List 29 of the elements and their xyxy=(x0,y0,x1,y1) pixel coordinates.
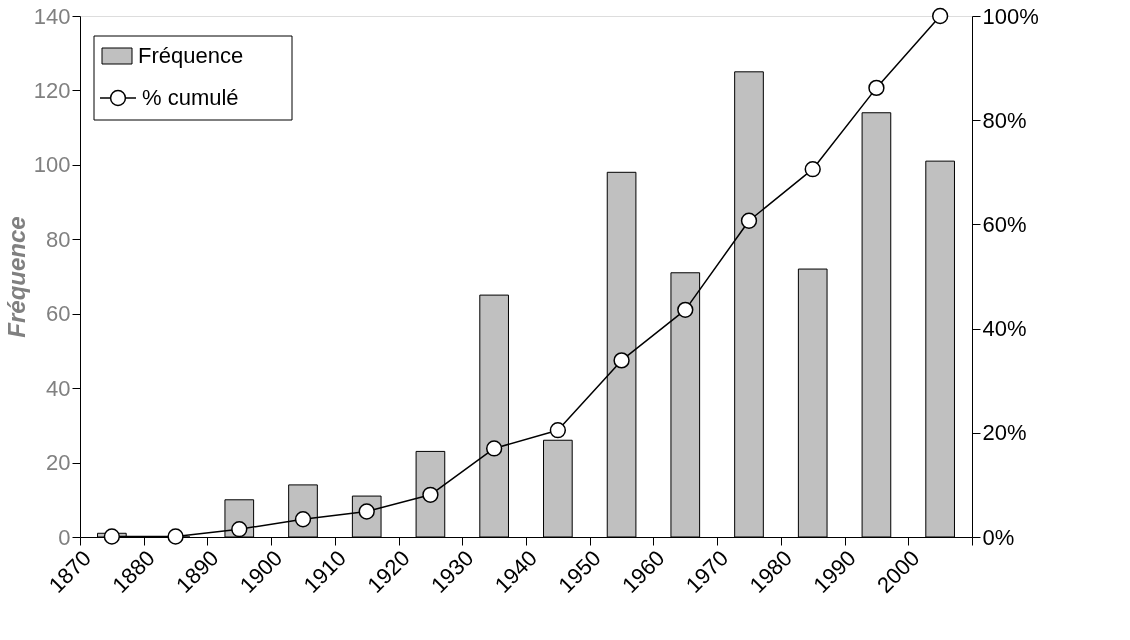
legend-label: % cumulé xyxy=(142,85,239,110)
point xyxy=(804,161,821,178)
y-tick-label: 120 xyxy=(33,77,71,103)
point xyxy=(613,352,630,369)
point xyxy=(677,301,694,318)
y2-tick-label: 60% xyxy=(982,211,1027,237)
y-tick-label: 60 xyxy=(46,301,71,327)
point xyxy=(422,486,439,503)
point xyxy=(485,440,503,457)
y-tick-label: 100 xyxy=(33,152,71,178)
y-tick-label: 20 xyxy=(46,450,71,476)
y2-tick-label: 40% xyxy=(982,316,1027,342)
y2-tick-label: 100% xyxy=(982,3,1039,29)
y2-tick-label: 80% xyxy=(982,107,1027,133)
point xyxy=(549,422,567,439)
y2-tick-label: 20% xyxy=(982,420,1027,446)
y-tick-label: 40 xyxy=(46,375,71,401)
point xyxy=(231,521,248,538)
point xyxy=(931,7,949,25)
point xyxy=(868,79,885,97)
point xyxy=(167,528,184,545)
point xyxy=(103,528,121,545)
y-tick-label: 0 xyxy=(58,524,71,550)
y-axis-title: Fréquence xyxy=(2,216,30,338)
y-tick-label: 140 xyxy=(33,3,71,29)
point xyxy=(740,212,758,229)
legend-label: Fréquence xyxy=(138,43,244,68)
y-tick-label: 80 xyxy=(46,226,71,252)
y2-tick-label: 0% xyxy=(982,524,1015,550)
